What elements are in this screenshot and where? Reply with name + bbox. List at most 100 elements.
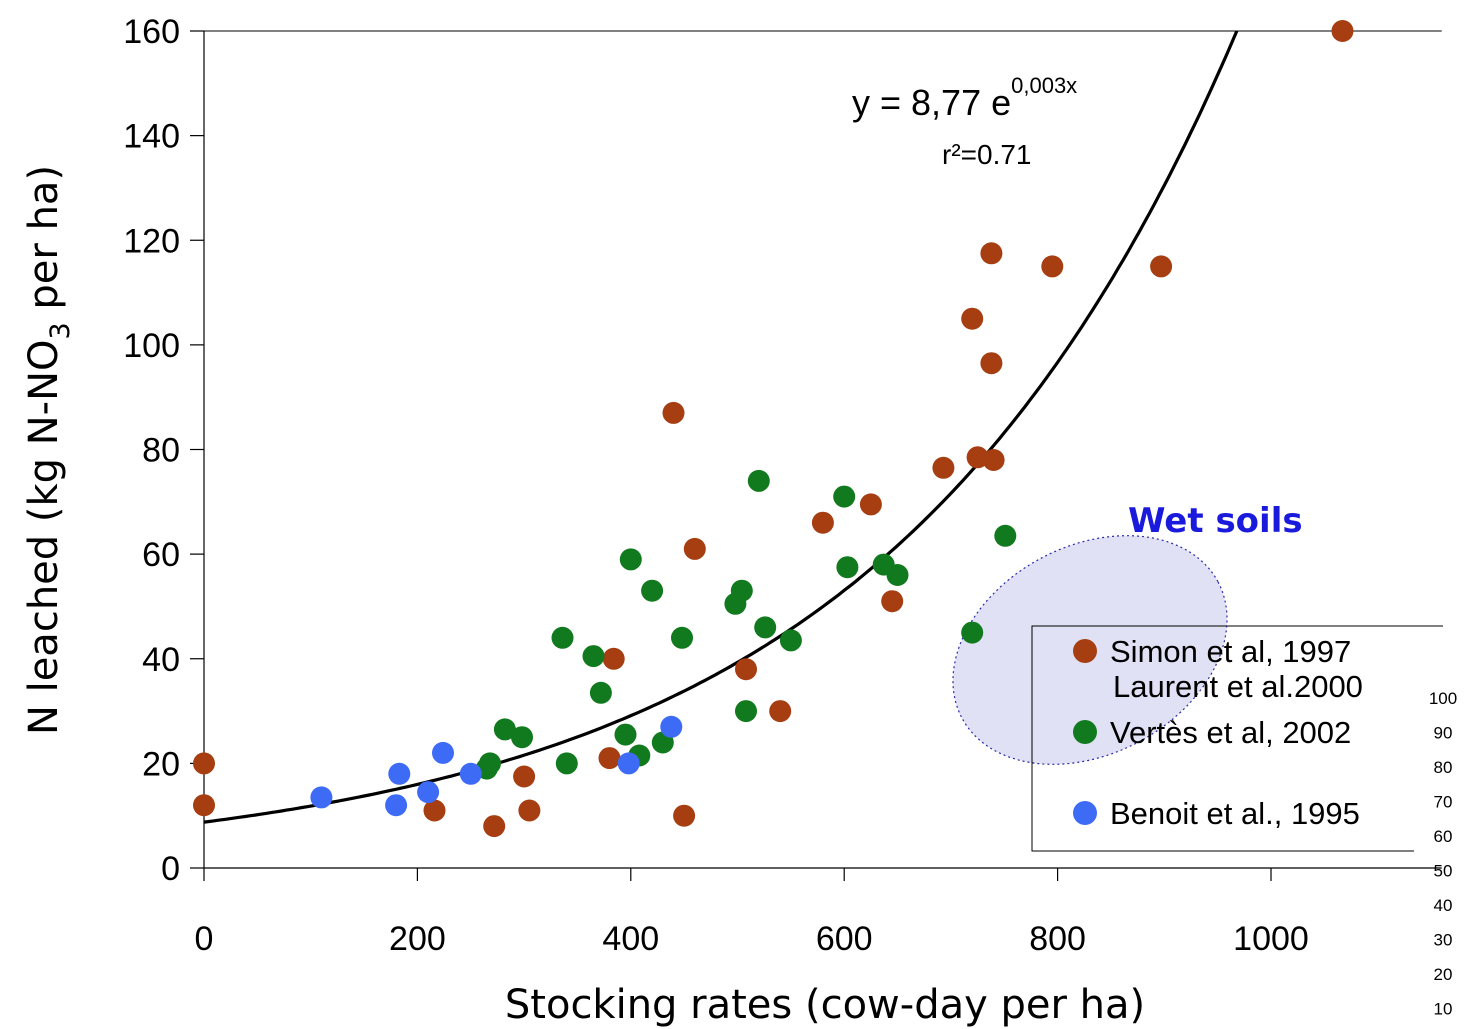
fit-curve (203, 30, 1239, 824)
series-0 (193, 20, 1354, 838)
x-tick-label: 0 (195, 920, 214, 958)
y-tick-label: 160 (123, 13, 180, 51)
y-tick-label: 60 (142, 536, 180, 574)
y-tick-label: 20 (142, 745, 180, 783)
data-point (836, 556, 859, 579)
data-point (493, 718, 516, 741)
data-point (735, 658, 757, 681)
data-point (518, 799, 541, 822)
data-point (961, 621, 984, 644)
side-scale-label: 40 (1434, 896, 1453, 915)
data-point (193, 794, 215, 817)
side-scale-label: 70 (1434, 793, 1453, 812)
fit-line (203, 30, 1239, 824)
y-tick-label: 140 (123, 118, 180, 156)
data-point (551, 626, 574, 649)
side-scale-label: 80 (1434, 758, 1453, 777)
data-point (310, 786, 333, 809)
data-point (641, 579, 664, 602)
side-scale-label: 100 (1429, 689, 1457, 708)
data-point (388, 762, 411, 785)
data-point (859, 493, 882, 516)
data-point (961, 307, 984, 330)
data-point (730, 579, 753, 602)
legend-label: Simon et al, 1997 (1110, 634, 1351, 669)
data-point (980, 352, 1003, 375)
side-scale-label: 60 (1434, 827, 1453, 846)
data-point (932, 456, 955, 479)
data-point (683, 537, 706, 560)
data-point (769, 700, 792, 723)
data-point (582, 645, 605, 668)
data-point (602, 647, 625, 670)
data-point (423, 799, 446, 822)
data-point (982, 449, 1005, 471)
y-tick-label: 100 (123, 327, 180, 365)
data-point (1041, 255, 1064, 278)
x-tick-label: 200 (389, 920, 446, 958)
legend-marker (1073, 639, 1097, 663)
data-point (673, 804, 696, 827)
data-point (385, 794, 408, 817)
data-point (747, 469, 770, 492)
data-point (886, 564, 909, 586)
y-tick-label: 40 (142, 641, 180, 679)
legend-marker (1073, 720, 1097, 744)
side-scale-label: 10 (1434, 1000, 1453, 1019)
legend-label: Benoit et al., 1995 (1110, 796, 1360, 831)
data-point (735, 700, 757, 723)
x-tick-label: 400 (602, 920, 659, 958)
data-point (555, 752, 578, 775)
data-point (459, 762, 482, 785)
x-axis-title: Stocking rates (cow-day per ha) (505, 982, 1145, 1028)
legend-frame (1031, 625, 1443, 852)
side-scale-label: 30 (1434, 931, 1453, 950)
data-point (483, 815, 506, 838)
data-point (598, 747, 621, 770)
side-scale-label: 20 (1434, 965, 1453, 984)
side-scale-label: 90 (1434, 724, 1453, 743)
data-point (881, 590, 904, 613)
data-points (193, 20, 1354, 838)
x-tick-label: 600 (816, 920, 873, 958)
x-tick-label: 800 (1029, 920, 1086, 958)
y-tick-label: 80 (142, 432, 180, 470)
data-point (811, 511, 834, 534)
data-point (671, 626, 693, 649)
data-point (660, 715, 683, 738)
data-point (513, 765, 536, 788)
legend-label-extra: Laurent et al.2000 (1113, 669, 1363, 704)
series-2 (310, 715, 683, 817)
tick-labels: 0 20 40 60 80 100 120 140 160 0 200 400 600 800 1000 (123, 13, 1309, 958)
data-point (614, 723, 637, 746)
fit-r2: r²=0.71 (942, 139, 1032, 170)
data-point (617, 752, 640, 775)
y-tick-label: 120 (123, 222, 180, 260)
data-point (833, 485, 856, 508)
data-point (619, 548, 642, 571)
data-point (1150, 255, 1173, 278)
data-point (417, 781, 440, 804)
wet-soils-label: Wet soils (1128, 501, 1303, 541)
data-point (994, 524, 1017, 547)
data-point (662, 401, 685, 424)
legend-marker (1073, 801, 1097, 825)
series-1 (475, 469, 1017, 780)
y-tick-label: 0 (161, 850, 180, 888)
legend-label: Vertès et al, 2002 (1110, 715, 1351, 750)
side-scale: 100 90 80 70 60 50 40 30 20 10 (1429, 689, 1457, 1019)
data-point (980, 242, 1003, 265)
data-point (511, 726, 533, 749)
side-scale-label: 50 (1434, 862, 1453, 881)
data-point (754, 616, 777, 639)
x-tick-label: 1000 (1233, 920, 1309, 958)
data-point (479, 752, 501, 775)
data-point (432, 741, 454, 764)
fit-equation: y = 8,77 e0,003x (852, 73, 1077, 123)
data-point (779, 629, 802, 652)
y-axis-title: N leached (kg N-NO3 per ha) (21, 165, 76, 735)
data-point (589, 681, 612, 704)
data-point (193, 752, 215, 775)
